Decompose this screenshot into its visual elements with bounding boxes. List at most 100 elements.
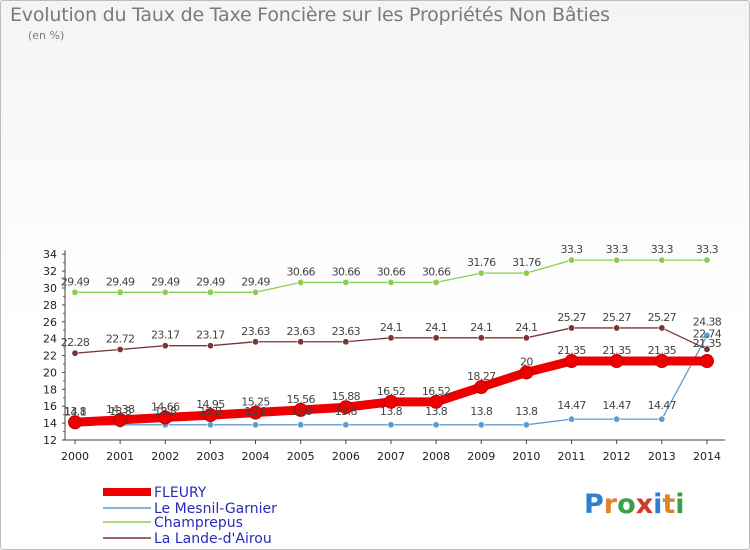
data-label: 29.49 [196, 275, 225, 288]
data-label: 13.8 [109, 405, 132, 418]
legend-label: FLEURY [154, 485, 207, 501]
data-label: 24.38 [693, 315, 722, 328]
x-tick-label: 2009 [467, 450, 495, 463]
data-label: 33.3 [651, 243, 674, 256]
data-point [613, 324, 621, 332]
data-point [432, 334, 440, 342]
data-point [699, 354, 714, 369]
data-label: 24.1 [380, 321, 402, 334]
data-label: 13.8 [199, 405, 222, 418]
y-tick-label: 30 [43, 282, 57, 295]
data-label: 14.66 [151, 401, 180, 414]
data-label: 13.8 [380, 405, 403, 418]
data-point [703, 256, 711, 264]
logo-letter: P [584, 489, 604, 520]
data-point [568, 256, 576, 264]
data-label: 23.63 [332, 325, 361, 338]
data-point [387, 278, 395, 286]
legend-label: Champrepus [154, 515, 243, 531]
y-tick-label: 28 [43, 299, 57, 312]
x-tick-label: 2006 [332, 450, 360, 463]
x-tick-label: 2010 [512, 450, 540, 463]
data-label: 13.8 [64, 405, 87, 418]
data-point [113, 412, 128, 427]
data-label: 21.35 [557, 344, 586, 357]
logo-letter: o [617, 489, 636, 520]
data-label: 21.35 [648, 344, 677, 357]
data-label: 29.49 [151, 275, 180, 288]
data-label: 24.1 [515, 321, 537, 334]
y-tick-label: 26 [43, 316, 57, 329]
y-tick-label: 32 [43, 265, 57, 278]
data-label: 14.47 [557, 399, 586, 412]
data-point [297, 338, 305, 346]
data-point [342, 278, 350, 286]
data-point [158, 410, 173, 425]
proxiti-logo: Proxiti [584, 489, 685, 520]
data-label: 15.88 [332, 390, 361, 403]
data-label: 23.17 [151, 329, 180, 342]
data-label: 14.47 [648, 399, 677, 412]
data-point [116, 288, 124, 296]
data-label: 14.95 [196, 398, 225, 411]
data-point [654, 354, 669, 369]
data-label: 21.35 [602, 344, 631, 357]
data-label: 18.27 [467, 370, 496, 383]
data-label: 13.8 [470, 405, 493, 418]
x-tick-label: 2012 [603, 450, 631, 463]
data-point [71, 349, 79, 357]
data-label: 29.49 [61, 275, 90, 288]
x-tick-label: 2002 [151, 450, 179, 463]
data-label: 14.1 [64, 405, 86, 418]
legend-label: La Lande-d'Airou [154, 531, 272, 547]
data-label: 33.3 [696, 243, 719, 256]
data-point [658, 324, 666, 332]
x-tick-label: 2013 [648, 450, 676, 463]
data-label: 21.35 [693, 337, 722, 350]
data-point [161, 288, 169, 296]
data-label: 20 [520, 355, 533, 368]
logo-letter: r [603, 489, 618, 520]
data-label: 23.17 [196, 329, 225, 342]
x-tick-label: 2001 [106, 450, 134, 463]
data-point [71, 288, 79, 296]
data-point [477, 421, 485, 429]
data-label: 22.28 [61, 336, 90, 349]
data-label: 29.49 [106, 275, 135, 288]
data-point [116, 345, 124, 353]
data-label: 31.76 [512, 256, 541, 269]
data-label: 23.63 [286, 325, 315, 338]
data-point [342, 338, 350, 346]
data-point [703, 345, 711, 353]
data-label: 16.52 [422, 385, 451, 398]
data-point [432, 278, 440, 286]
chart-title: Evolution du Taux de Taxe Foncière sur l… [10, 4, 610, 26]
data-point [477, 334, 485, 342]
data-label: 13.8 [425, 405, 448, 418]
y-tick-label: 34 [43, 248, 57, 261]
x-tick-label: 2007 [377, 450, 405, 463]
y-tick-label: 18 [43, 383, 57, 396]
data-point [252, 338, 260, 346]
data-point [429, 394, 444, 409]
data-point [613, 256, 621, 264]
data-label: 29.49 [241, 275, 270, 288]
data-label: 25.27 [648, 311, 677, 324]
data-point [293, 402, 308, 417]
legend-label: Le Mesnil-Garnier [154, 501, 277, 517]
data-point [564, 354, 579, 369]
logo-letter: i [653, 489, 663, 520]
data-label: 15.56 [286, 393, 315, 406]
y-tick-label: 14 [43, 417, 57, 430]
data-label: 22.74 [693, 327, 722, 340]
data-label: 24.1 [425, 321, 447, 334]
data-point [432, 421, 440, 429]
x-tick-label: 2004 [242, 450, 270, 463]
y-tick-label: 24 [43, 333, 57, 346]
data-label: 30.66 [286, 265, 315, 278]
x-tick-label: 2008 [422, 450, 450, 463]
data-point [161, 342, 169, 350]
data-point [522, 269, 530, 277]
